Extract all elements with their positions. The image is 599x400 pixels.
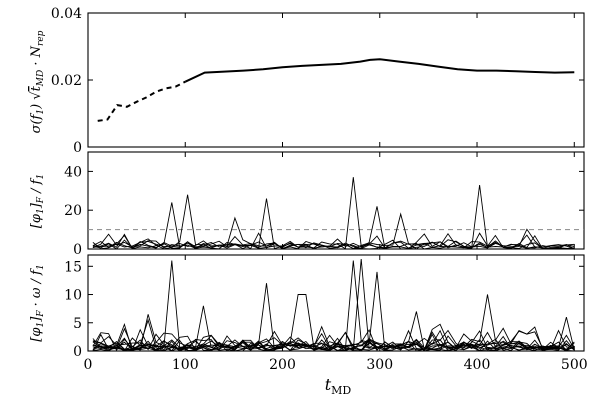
series-line (92, 206, 575, 250)
panel-1-y-label: σ(f1) √tMD · Nrep (29, 30, 46, 133)
y-tick-label: 5 (73, 316, 82, 332)
y-tick-label: 0.04 (51, 6, 82, 22)
panel-1-frame (87, 12, 585, 148)
y-tick-label: 0 (73, 242, 82, 258)
y-tick-label: 20 (64, 203, 82, 219)
panel-2-frame (87, 151, 585, 250)
panel-3-series (92, 258, 575, 352)
x-axis-label: tMD (325, 375, 352, 397)
x-tick-label: 400 (464, 357, 491, 373)
panel-3-frame (87, 254, 585, 352)
x-tick-label: 100 (172, 357, 199, 373)
svg-text:σ(f1) √tMD · Nrep: σ(f1) √tMD · Nrep (29, 30, 46, 133)
series-line (92, 202, 575, 250)
svg-text:[φ1]F · ω / f1: [φ1]F · ω / f1 (29, 264, 46, 341)
y-tick-label: 0 (73, 344, 82, 360)
panel-3-ticks: 0 5 10 15 0 100 200 300 400 500 (64, 255, 588, 373)
panel-2-series (88, 177, 584, 250)
series-line (92, 198, 575, 250)
x-tick-label: 500 (561, 357, 588, 373)
svg-text:[φ1]F / f1: [φ1]F / f1 (29, 174, 46, 228)
x-tick-label: 200 (269, 357, 296, 373)
panel-1-series (97, 58, 575, 122)
series-line-dashed (97, 80, 186, 122)
series-line (92, 184, 575, 250)
y-tick-label: 40 (64, 164, 82, 180)
series-line (92, 294, 575, 352)
series-line (92, 194, 575, 250)
y-tick-label: 0 (73, 140, 82, 156)
x-axis-label-main: t (325, 375, 332, 394)
y-tick-label: 15 (64, 259, 82, 275)
x-axis-label-sub: MD (331, 384, 351, 397)
series-line-solid (184, 58, 575, 83)
panel-1-y-ticks: 0 0.02 0.04 (51, 6, 584, 156)
series-line (92, 332, 575, 352)
x-tick-label: 300 (366, 357, 393, 373)
y-tick-label: 0.02 (51, 73, 82, 89)
series-line (92, 316, 575, 352)
x-tick-label: 0 (84, 357, 93, 373)
y-tick-label: 10 (64, 288, 82, 304)
series-line (92, 177, 575, 250)
panel-2-y-label: [φ1]F / f1 (29, 174, 46, 228)
series-line (92, 305, 575, 352)
series-line (92, 271, 575, 352)
panel-3-y-label: [φ1]F · ω / f1 (29, 264, 46, 341)
